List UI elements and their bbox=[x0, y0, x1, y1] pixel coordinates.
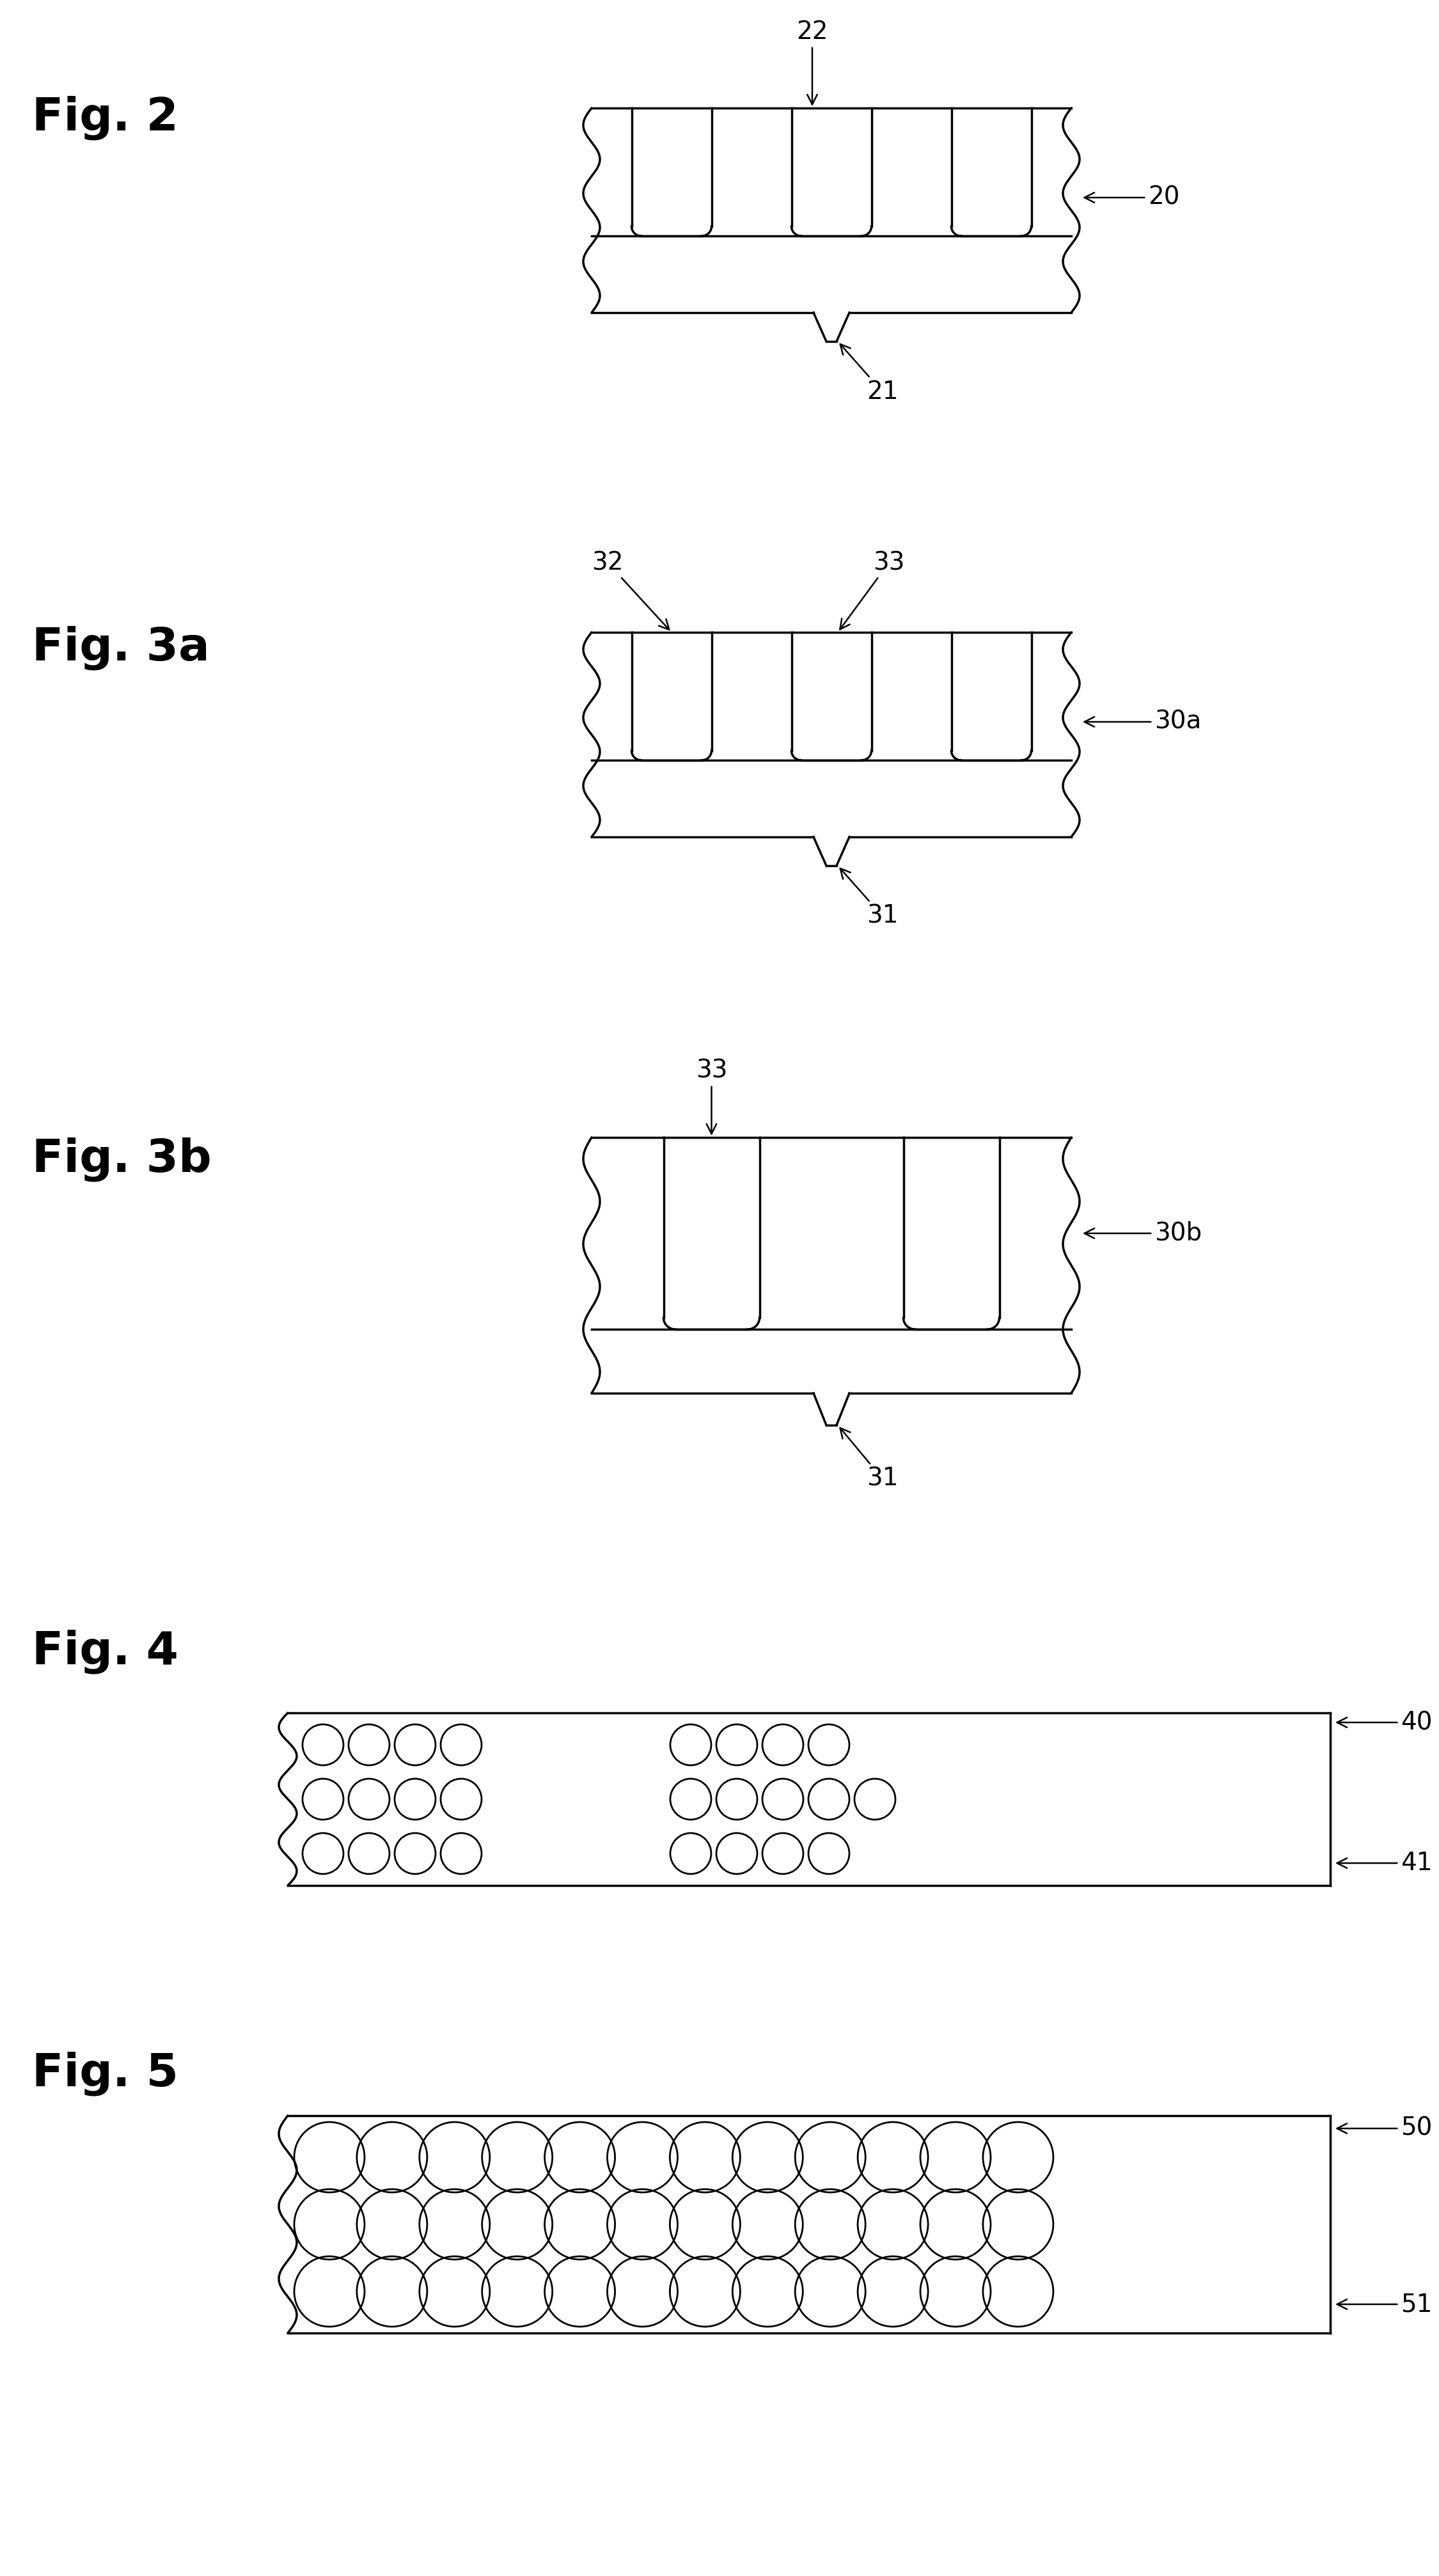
Text: 30a: 30a bbox=[1085, 711, 1202, 734]
Text: 32: 32 bbox=[591, 551, 669, 629]
Text: 20: 20 bbox=[1085, 185, 1180, 209]
Text: Fig. 3b: Fig. 3b bbox=[32, 1139, 212, 1182]
Text: 41: 41 bbox=[1337, 1852, 1432, 1875]
Text: Fig. 2: Fig. 2 bbox=[32, 95, 178, 139]
Text: 40: 40 bbox=[1337, 1710, 1432, 1734]
Text: 31: 31 bbox=[840, 1427, 898, 1492]
Text: Fig. 5: Fig. 5 bbox=[32, 2050, 178, 2097]
Text: 22: 22 bbox=[796, 21, 827, 106]
Text: 33: 33 bbox=[695, 1059, 727, 1133]
Text: 31: 31 bbox=[840, 868, 898, 927]
Text: Fig. 3a: Fig. 3a bbox=[32, 626, 210, 670]
Text: Fig. 4: Fig. 4 bbox=[32, 1631, 178, 1674]
Text: 21: 21 bbox=[840, 345, 898, 404]
Text: 50: 50 bbox=[1337, 2117, 1432, 2141]
Text: 51: 51 bbox=[1337, 2293, 1432, 2316]
Text: 33: 33 bbox=[840, 551, 905, 629]
Text: 30b: 30b bbox=[1085, 1221, 1202, 1244]
